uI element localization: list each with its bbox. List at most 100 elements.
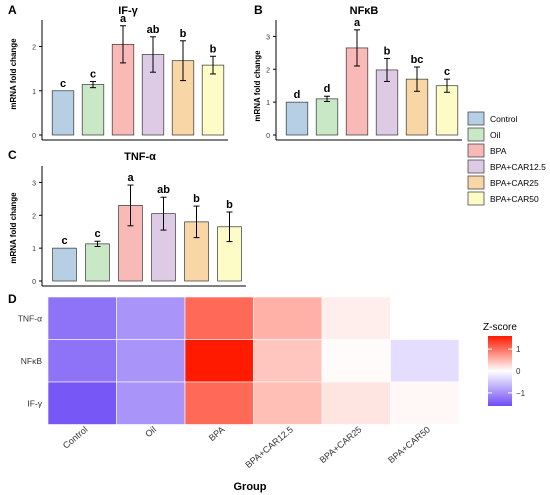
legend-swatch [467,159,485,174]
heatmap-cell [47,381,117,425]
panel-letter: D [8,292,17,306]
significance-label: ab [147,24,160,36]
heatmap-cell [321,296,391,340]
bar [315,98,339,136]
y-axis-label: mRNA fold change [9,192,18,264]
bar [81,84,105,136]
colorbar-ticks: 1 0 −1 [488,345,526,398]
significance-label: a [120,13,127,25]
panel-c: C TNF-α mRNA fold change 0 1 2 3 c c a ab b b [8,148,246,287]
bar [85,243,110,282]
y-tick-label: 0 [32,279,36,286]
y-tick-label: 0 [266,133,270,140]
y-tick-label: 2 [32,45,36,52]
colorbar-tick-label: 0 [516,367,521,376]
heatmap-cell [116,381,186,425]
y-tick-label: 3 [266,34,270,41]
significance-label: ab [157,184,170,196]
heatmap-cell [253,381,323,425]
legend-label: Oil [490,130,501,140]
colorbar-tick-label: −1 [516,389,526,398]
panel-b: B NFκB mRNA fold change 0 1 2 3 d d a b bc c [253,3,462,141]
panel-d: D TNF-α NFκB IF-γ Control Oil BPA BPA+CAR12.5 B… [8,292,526,493]
y-tick-label: 1 [32,246,36,253]
panel-title: TNF-α [124,151,156,163]
bar [285,101,309,136]
significance-label: c [61,235,67,247]
legend-label: BPA+CAR12.5 [490,162,546,172]
significance-label: b [384,45,391,57]
heatmap-cell [184,339,254,383]
heatmap-column-label: BPA+CAR12.5 [243,424,295,470]
panel-letter: C [8,148,17,162]
significance-label: a [354,17,361,29]
heatmap-cell [390,296,460,340]
heatmap-row-label: IF-γ [27,398,42,408]
significance-label: d [324,83,331,95]
significance-label: b [226,199,233,211]
y-tick-label: 0 [32,133,36,140]
significance-label: b [210,43,217,55]
heatmap-cell [253,339,323,383]
legend-label: Control [490,114,518,124]
heatmap-cell [47,296,117,340]
bar [51,90,75,136]
legend-swatch [467,127,485,142]
heatmap-row-label: NFκB [21,356,43,366]
heatmap-column-label: Oil [143,424,158,439]
colorbar-tick-label: 1 [516,345,521,354]
heatmap-column-label: BPA+CAR25 [318,424,364,465]
heatmap-cell [390,381,460,425]
legend-label: BPA+CAR50 [490,194,539,204]
legend-swatch [467,111,485,126]
y-axis-label: mRNA fold change [9,38,18,110]
heatmap-cell [116,296,186,340]
heatmap-cell [184,381,254,425]
y-axis-label: mRNA fold change [253,50,262,122]
significance-label: c [60,78,66,90]
heatmap-column-label: BPA [207,424,227,443]
panel-title: IF-γ [118,5,138,17]
legend-label: BPA [490,146,507,156]
heatmap-cell [321,339,391,383]
bar [435,85,459,136]
significance-label: c [90,68,96,80]
bar [201,64,225,136]
heatmap-row-label: TNF-α [18,313,42,323]
y-tick-label: 1 [32,89,36,96]
bar-plot-area: 0 1 2 c c a ab b b [32,13,228,141]
panel-title: NFκB [350,5,379,17]
heatmap-cell [321,381,391,425]
panel-letter: A [8,3,17,17]
panel-letter: B [254,3,263,17]
heatmap-cell [47,339,117,383]
heatmap-cell [390,339,460,383]
significance-label: a [127,172,134,184]
significance-label: bc [411,54,424,66]
legend-swatch [467,175,485,190]
heatmap-column-label: BPA+CAR50 [386,424,432,465]
significance-label: c [94,228,100,240]
panel-a: A IF-γ mRNA fold change 0 1 2 c c a ab b b [8,3,228,141]
x-axis-label: Group [234,481,267,493]
legend-swatch [467,191,485,206]
bar [52,247,77,282]
bar-plot-area: 0 1 2 3 d d a b bc c [266,17,462,141]
y-tick-label: 1 [266,100,270,107]
significance-label: b [180,28,187,40]
legend: Control Oil BPA BPA+CAR12.5 BPA+CAR25 BPA+CAR… [467,111,546,206]
bar-plot-area: 0 1 2 3 c c a ab b b [32,166,246,287]
heatmap-cell [116,339,186,383]
significance-label: d [294,89,301,101]
y-tick-label: 2 [32,213,36,220]
significance-label: c [444,66,450,78]
legend-label: BPA+CAR25 [490,178,539,188]
legend-swatch [467,143,485,158]
heatmap-cell [184,296,254,340]
heatmap-cell [253,296,323,340]
y-tick-label: 2 [266,67,270,74]
heatmap: TNF-α NFκB IF-γ Control Oil BPA BPA+CAR12.5 BPA… [18,296,460,470]
heatmap-column-label: Control [61,424,90,450]
significance-label: b [193,193,200,205]
